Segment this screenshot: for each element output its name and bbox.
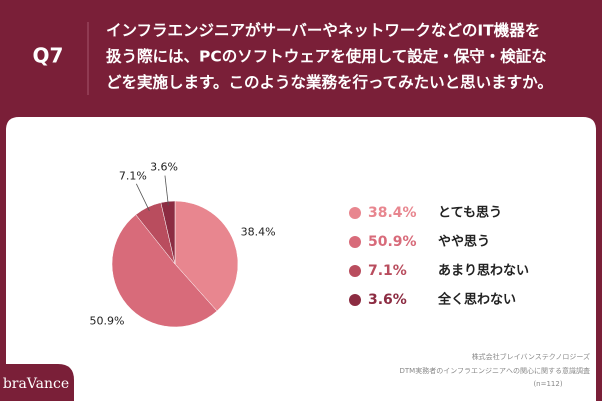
panel [6, 117, 596, 401]
footer-survey: DTM実務者のインフラエンジニアへの関心に関する意識調査 [400, 366, 591, 375]
legend-swatch [349, 207, 361, 219]
question-line: インフラエンジニアがサーバーやネットワークなどのIT機器を [106, 21, 540, 40]
legend-swatch [349, 265, 361, 277]
footer-sample: (n=112) [533, 380, 562, 388]
leader-line [164, 175, 169, 206]
legend-value: 3.6% [368, 292, 407, 308]
legend-value: 7.1% [368, 263, 407, 279]
legend-label: やや思う [438, 235, 490, 250]
legend-label: とても思う [438, 206, 502, 221]
question-line: 扱う際には、PCのソフトウェアを使用して設定・保守・検証な [106, 47, 547, 66]
pie-slice [174, 200, 239, 312]
legend-value: 38.4% [368, 205, 417, 221]
pie-slice [111, 214, 218, 328]
data-label: 38.4% [241, 225, 276, 238]
pie-chart: 38.4% 50.9% 7.1%3.6% [89, 161, 275, 328]
data-label: 3.6% [150, 161, 178, 174]
footer-company: 株式会社ブレイバンステクノロジーズ [472, 352, 590, 361]
question-number: Q7 [33, 44, 64, 68]
legend: 38.4% とても思う 50.9% やや思う 7.1% あまり思わない 3.6% 全く思わない [349, 205, 529, 308]
leader-line [135, 183, 150, 212]
question-line: どを実施します。このような業務を行ってみたいと思いますか。 [106, 73, 553, 92]
logo: braVance [3, 376, 69, 392]
data-label: 50.9% [89, 314, 124, 327]
legend-swatch [349, 236, 361, 248]
legend-value: 50.9% [368, 234, 417, 250]
legend-swatch [349, 294, 361, 306]
data-label: 7.1% [119, 170, 147, 183]
legend-label: 全く思わない [437, 292, 516, 308]
legend-label: あまり思わない [438, 264, 529, 279]
logo-tab [0, 364, 74, 401]
